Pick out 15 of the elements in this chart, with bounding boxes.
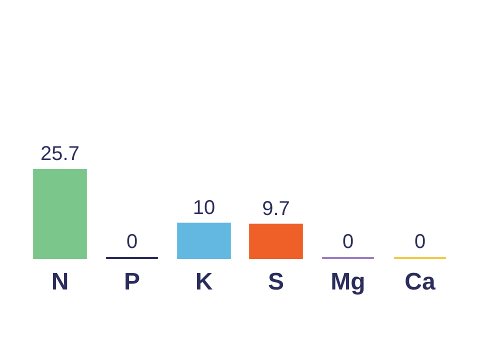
x-tick-label: P (124, 268, 140, 296)
data-label: 0 (342, 231, 354, 253)
data-label: 0 (414, 231, 426, 253)
data-label: 25.7 (40, 143, 80, 165)
bar (249, 224, 303, 259)
bar (177, 222, 231, 259)
data-label: 10 (192, 196, 216, 219)
bar (33, 169, 87, 259)
data-label: 9.7 (262, 198, 290, 220)
x-tick-label: S (268, 268, 284, 296)
x-tick-label: Ca (404, 268, 436, 296)
x-tick-label: N (51, 268, 69, 296)
x-tick-label: Mg (330, 268, 366, 296)
data-label: 0 (126, 231, 138, 253)
x-tick-label: K (195, 268, 214, 296)
